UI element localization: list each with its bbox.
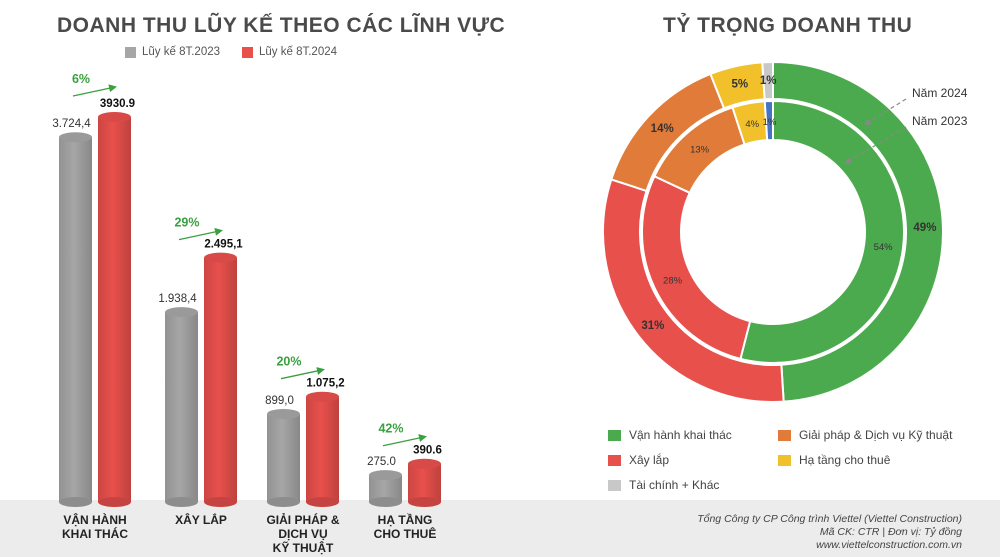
bar-top	[204, 252, 237, 263]
bar-2023	[59, 137, 92, 502]
slice-label: 4%	[745, 119, 759, 130]
data-label: 3.724,4	[52, 118, 91, 130]
ring-annotation-label: Năm 2023	[912, 114, 968, 128]
ring-annotation-arrow	[844, 126, 907, 165]
legend-item-2023: Lũy kế 8T.2023	[125, 46, 220, 58]
legend-item-2024: Lũy kế 8T.2024	[242, 46, 337, 58]
slice-label: 13%	[690, 145, 710, 156]
bar-2024	[98, 117, 131, 502]
donut-legend-label: Tài chính + Khác	[629, 478, 720, 492]
bar-2023	[267, 413, 300, 502]
donut-legend-item: Vận hành khai thác	[608, 428, 732, 442]
bar-base	[98, 497, 131, 507]
ring-annotation-arrow	[864, 98, 907, 126]
donut-legend-label: Hạ tầng cho thuê	[799, 453, 891, 467]
category-label: GIẢI PHÁP & DỊCH VỤ KỸ THUẬT	[266, 513, 340, 555]
bar-base	[369, 497, 402, 507]
slice-label: 31%	[641, 320, 664, 332]
bar-2024	[306, 396, 339, 502]
growth-label: 6%	[72, 72, 90, 86]
bar-top	[98, 112, 131, 122]
growth-label: 20%	[276, 355, 301, 369]
slice-label: 1%	[760, 75, 777, 87]
data-label: 899,0	[265, 395, 294, 407]
growth-label: 42%	[378, 422, 403, 436]
bar-legend: Lũy kế 8T.2023 Lũy kế 8T.2024	[125, 46, 337, 58]
growth-arrow	[72, 84, 117, 97]
outer-ring-2024: 49% 31% 14% 5% 1%	[601, 60, 945, 404]
bar-base	[267, 497, 300, 507]
donut-legend-item: Xây lắp	[608, 453, 669, 467]
bar-group: 899,0 1.075,2 20%	[265, 355, 345, 507]
slice-label: 49%	[913, 222, 936, 234]
bar-group: 1.938,4 2.495,1 29%	[158, 216, 243, 507]
data-label: 275.0	[367, 456, 396, 468]
slice-label: 14%	[651, 123, 674, 135]
slice-label: 54%	[874, 242, 894, 253]
bar-base	[408, 497, 441, 507]
legend-label-2023: Lũy kế 8T.2023	[142, 46, 221, 58]
bar-base	[165, 497, 198, 507]
bar-top	[369, 470, 402, 481]
slice	[739, 99, 905, 364]
slice-label: 1%	[763, 117, 777, 128]
bar-base	[306, 497, 339, 507]
bar-group: 275.0 390.6 42%	[367, 422, 442, 507]
donut-legend-item: Hạ tầng cho thuê	[778, 453, 890, 467]
donut-legend-item: Giải pháp & Dịch vụ Kỹ thuật	[778, 428, 952, 442]
ring-annotation-label: Năm 2024	[912, 86, 968, 100]
ticker-unit: Mã CK: CTR | Đơn vị: Tỷ đồng	[819, 526, 962, 538]
category-label: XÂY LẮP	[175, 513, 227, 527]
bar-group: 3.724,4 3930.9 6%	[52, 72, 135, 507]
donut-legend-swatch	[608, 479, 621, 491]
slice-label: 28%	[663, 275, 683, 286]
bar-base	[59, 497, 92, 507]
bar-top	[165, 307, 198, 318]
growth-arrow	[382, 434, 427, 447]
website: www.viettelconstruction.com.vn	[816, 539, 962, 551]
bar-top	[59, 132, 92, 143]
donut-legend-swatch	[778, 454, 791, 466]
category-label: VẬN HÀNH KHAI THÁC	[62, 513, 128, 541]
company-info: Tổng Công ty CP Công trình Viettel (Viet…	[697, 513, 962, 552]
data-label: 1.938,4	[158, 293, 197, 305]
data-label: 1.075,2	[306, 378, 344, 390]
slice	[763, 99, 774, 142]
bar-2024	[204, 257, 237, 502]
legend-swatch-2024	[242, 46, 254, 58]
donut-legend-swatch	[608, 454, 621, 466]
bar-top	[267, 408, 300, 419]
data-label: 390.6	[413, 445, 442, 457]
donut-chart: 49% 31% 14% 5% 1% 54% 28% 13% 4% 1% Năm 2024 Năm 20…	[601, 60, 968, 404]
inner-ring-2023: 54% 28% 13% 4% 1%	[641, 99, 905, 364]
company-name: Tổng Công ty CP Công trình Viettel (Viet…	[697, 513, 962, 525]
donut-legend-label: Giải pháp & Dịch vụ Kỹ thuật	[799, 428, 953, 442]
slice	[761, 60, 774, 101]
donut-chart-title: TỶ TRỌNG DOANH THU	[663, 14, 913, 37]
growth-arrow	[280, 367, 325, 380]
slice	[772, 60, 945, 403]
slice-label: 5%	[732, 79, 749, 91]
bar-top	[306, 391, 339, 402]
bar-chart-title: DOANH THU LŨY KẾ THEO CÁC LĨNH VỰC	[57, 14, 506, 37]
growth-arrow	[178, 227, 223, 241]
donut-legend-label: Xây lắp	[629, 453, 670, 467]
data-label: 3930.9	[100, 98, 135, 110]
donut-legend-label: Vận hành khai thác	[629, 428, 732, 442]
bar-2024	[408, 463, 441, 502]
donut-legend-swatch	[608, 429, 621, 441]
bar-top	[408, 458, 441, 469]
legend-label-2024: Lũy kế 8T.2024	[259, 46, 338, 58]
legend-swatch-2023	[125, 46, 136, 58]
donut-legend-item: Tài chính + Khác	[608, 478, 719, 492]
category-label: HẠ TẦNG CHO THUÊ	[373, 513, 437, 541]
bar-2023	[165, 312, 198, 502]
bar-chart: 3.724,4 3930.9 6% 1.938,4 2.495,1 29% 899,0 1.0…	[52, 72, 442, 507]
growth-label: 29%	[174, 216, 199, 230]
footer-band	[0, 500, 1000, 557]
donut-legend-swatch	[778, 429, 791, 441]
bar-base	[204, 497, 237, 507]
data-label: 2.495,1	[204, 239, 243, 251]
